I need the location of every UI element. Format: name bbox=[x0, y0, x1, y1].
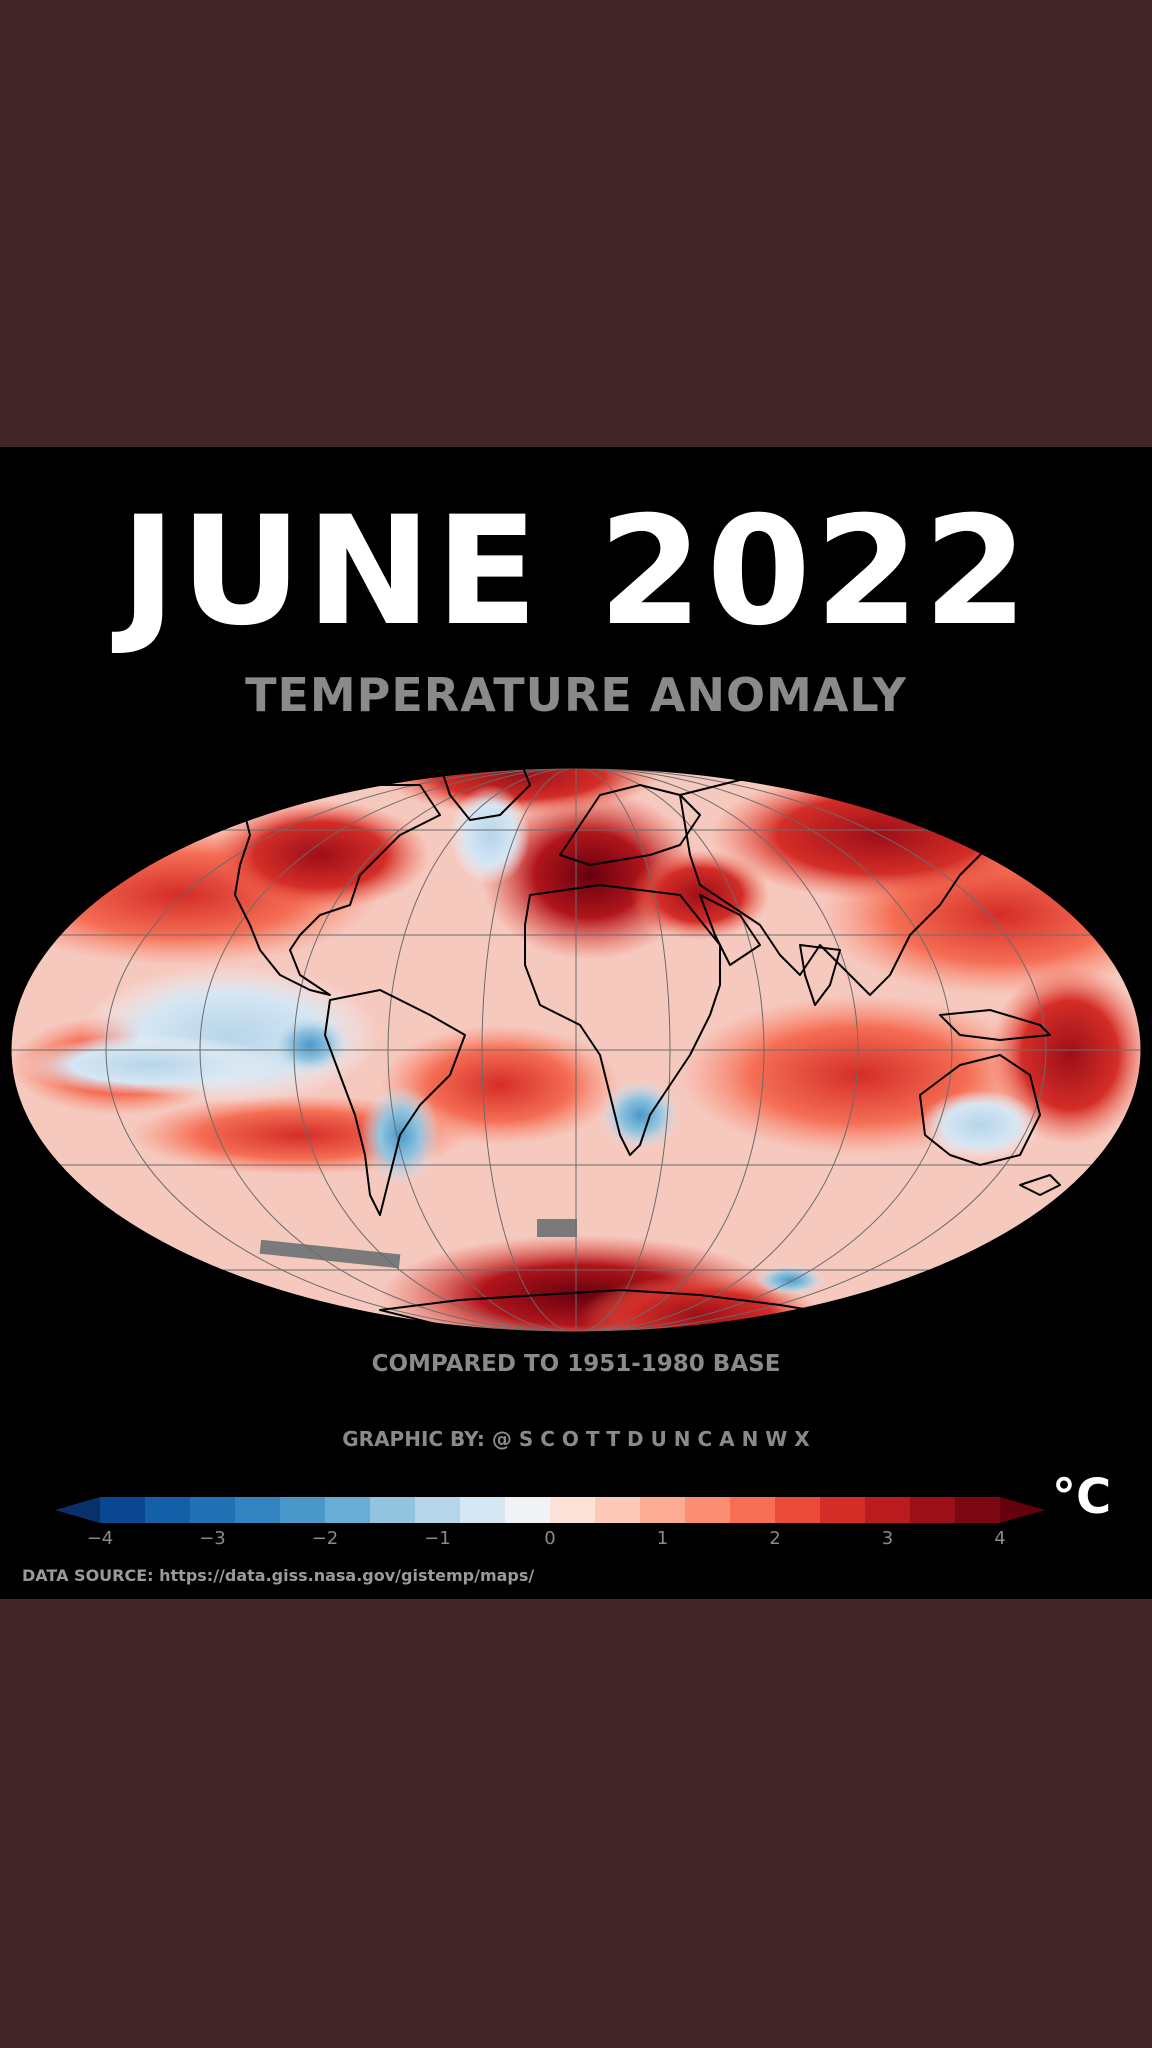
colorbar-ticks: −4 −3 −2 −1 0 1 2 3 4 bbox=[87, 1528, 1006, 1547]
colorbar-cell bbox=[325, 1497, 371, 1523]
colorbar-cell bbox=[775, 1497, 821, 1523]
page-title: JUNE 2022 bbox=[120, 485, 1032, 659]
colorbar-cell bbox=[145, 1497, 191, 1523]
colorbar-tick-label: −2 bbox=[312, 1528, 339, 1547]
australia-outline bbox=[919, 1054, 1041, 1166]
colorbar-cell bbox=[640, 1497, 686, 1523]
europe-outline bbox=[559, 784, 701, 866]
graphic-credit: GRAPHIC BY: @ S C O T T D U N C A N W X bbox=[342, 1427, 810, 1451]
colorbar-cell bbox=[730, 1497, 776, 1523]
colorbar-extend-min bbox=[55, 1497, 100, 1523]
unit-label: °C bbox=[1052, 1469, 1112, 1525]
colorbar-tick-label: 2 bbox=[769, 1528, 780, 1547]
greenland-outline bbox=[439, 768, 531, 821]
colorbar-extend-max bbox=[1000, 1497, 1045, 1523]
colorbar-cell bbox=[550, 1497, 596, 1523]
anomaly-field bbox=[11, 768, 1141, 1332]
page-subtitle: TEMPERATURE ANOMALY bbox=[245, 668, 907, 722]
colorbar-cell bbox=[820, 1497, 866, 1523]
new-zealand-outline bbox=[1019, 1174, 1061, 1196]
colorbar: −4 −3 −2 −1 0 1 2 3 4 bbox=[55, 1497, 1045, 1547]
south-america-outline bbox=[324, 989, 466, 1216]
colorbar-tick-label: −3 bbox=[199, 1528, 226, 1547]
colorbar-tick-label: 0 bbox=[544, 1528, 555, 1547]
baseline-note: COMPARED TO 1951-1980 BASE bbox=[371, 1351, 781, 1377]
world-anomaly-map bbox=[10, 767, 1142, 1333]
colorbar-tick-label: 4 bbox=[994, 1528, 1005, 1547]
colorbar-cell bbox=[685, 1497, 731, 1523]
colorbar-cell bbox=[865, 1497, 911, 1523]
colorbar-tick-label: 1 bbox=[657, 1528, 668, 1547]
colorbar-cell bbox=[280, 1497, 326, 1523]
colorbar-cell bbox=[100, 1497, 146, 1523]
colorbar-tick-label: −4 bbox=[87, 1528, 114, 1547]
india-outline bbox=[799, 944, 841, 1006]
colorbar-cell bbox=[460, 1497, 506, 1523]
colorbar-tick-label: −1 bbox=[424, 1528, 451, 1547]
colorbar-cell bbox=[370, 1497, 416, 1523]
colorbar-cell bbox=[415, 1497, 461, 1523]
colorbar-cells bbox=[55, 1497, 1045, 1523]
colorbar-tick-label: 3 bbox=[882, 1528, 893, 1547]
arabia-outline bbox=[699, 894, 761, 966]
colorbar-cell bbox=[190, 1497, 236, 1523]
north-america-outline bbox=[234, 784, 441, 996]
infographic-card: JUNE 2022 TEMPERATURE ANOMALY bbox=[0, 447, 1152, 1599]
colorbar-cell bbox=[505, 1497, 551, 1523]
indonesia-outline bbox=[939, 1009, 1051, 1041]
data-source: DATA SOURCE: https://data.giss.nasa.gov/… bbox=[22, 1566, 535, 1585]
colorbar-cell bbox=[235, 1497, 281, 1523]
colorbar-cell bbox=[595, 1497, 641, 1523]
colorbar-cell bbox=[955, 1497, 1001, 1523]
colorbar-cell bbox=[910, 1497, 956, 1523]
